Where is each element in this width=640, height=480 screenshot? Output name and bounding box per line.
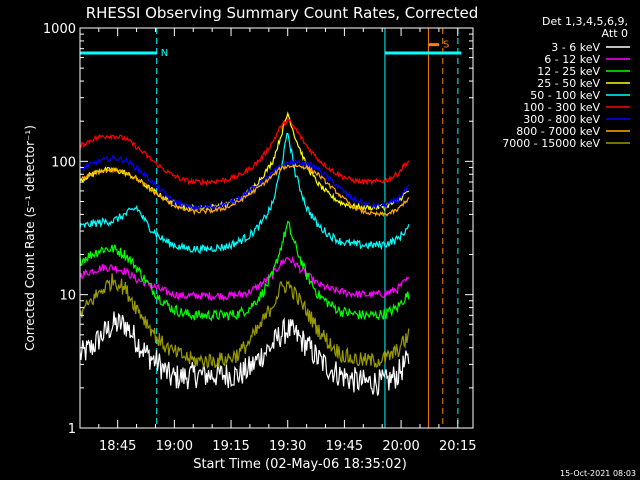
legend-header-0: Det 1,3,4,5,6,9, — [542, 15, 628, 28]
legend-label-1: 6 - 12 keV — [544, 53, 600, 66]
x-tick-label-1: 19:00 — [156, 439, 193, 454]
legend-label-5: 100 - 300 keV — [523, 101, 600, 114]
x-tick-label-5: 20:00 — [382, 439, 419, 454]
legend-label-7: 800 - 7000 keV — [516, 125, 600, 138]
series-line-1 — [79, 255, 410, 302]
legend-label-3: 25 - 50 keV — [537, 77, 600, 90]
y-axis-label: Corrected Count Rate (s⁻¹ detector⁻¹) — [23, 125, 37, 351]
legend-label-0: 3 - 6 keV — [551, 41, 600, 54]
flag-label-0: N — [161, 48, 168, 59]
series-line-6 — [79, 154, 410, 212]
series-line-4 — [79, 132, 410, 255]
series-line-8 — [79, 273, 410, 369]
x-axis: 18:45 19:00 19:15 19:30 19:45 20:00 20:15 — [98, 28, 477, 454]
legend-label-4: 50 - 100 keV — [530, 89, 600, 102]
y-tick-label-3: 1000 — [43, 22, 76, 37]
legend-header-1: Att 0 — [602, 27, 628, 40]
x-axis-label: Start Time (02-May-06 18:35:02) — [193, 457, 407, 472]
plot-marks: NS — [79, 28, 462, 428]
plot-frame — [79, 27, 474, 429]
legend-label-6: 300 - 800 keV — [523, 113, 600, 126]
x-tick-label-3: 19:30 — [269, 439, 306, 454]
series-line-0 — [79, 311, 410, 396]
x-tick-label-2: 19:15 — [212, 439, 249, 454]
legend-label-2: 12 - 25 keV — [537, 65, 600, 78]
series-line-7 — [80, 163, 410, 218]
footer-date: 15-Oct-2021 08:03 — [560, 469, 636, 478]
y-tick-label-1: 10 — [59, 289, 76, 304]
y-tick-label-0: 1 — [68, 422, 76, 437]
flag-label-2: S — [443, 40, 449, 51]
y-tick-label-2: 100 — [51, 155, 76, 170]
chart-title: RHESSI Observing Summary Count Rates, Co… — [86, 4, 479, 22]
x-tick-label-4: 19:45 — [326, 439, 363, 454]
legend-label-8: 7000 - 15000 keV — [502, 137, 600, 150]
series-line-2 — [79, 220, 410, 322]
x-tick-label-0: 18:45 — [99, 439, 136, 454]
series-line-5 — [79, 117, 410, 187]
y-axis: 1 10 100 1000 — [43, 22, 473, 437]
x-tick-label-6: 20:15 — [439, 439, 476, 454]
